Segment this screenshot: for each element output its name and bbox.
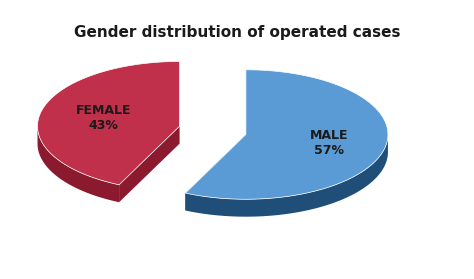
Polygon shape <box>37 127 119 202</box>
Polygon shape <box>185 136 388 217</box>
Polygon shape <box>185 134 246 211</box>
Polygon shape <box>119 126 180 202</box>
Polygon shape <box>37 61 180 185</box>
Polygon shape <box>185 70 388 199</box>
Text: MALE
57%: MALE 57% <box>310 129 348 157</box>
Text: Gender distribution of operated cases: Gender distribution of operated cases <box>74 25 400 40</box>
Text: FEMALE
43%: FEMALE 43% <box>75 104 131 133</box>
